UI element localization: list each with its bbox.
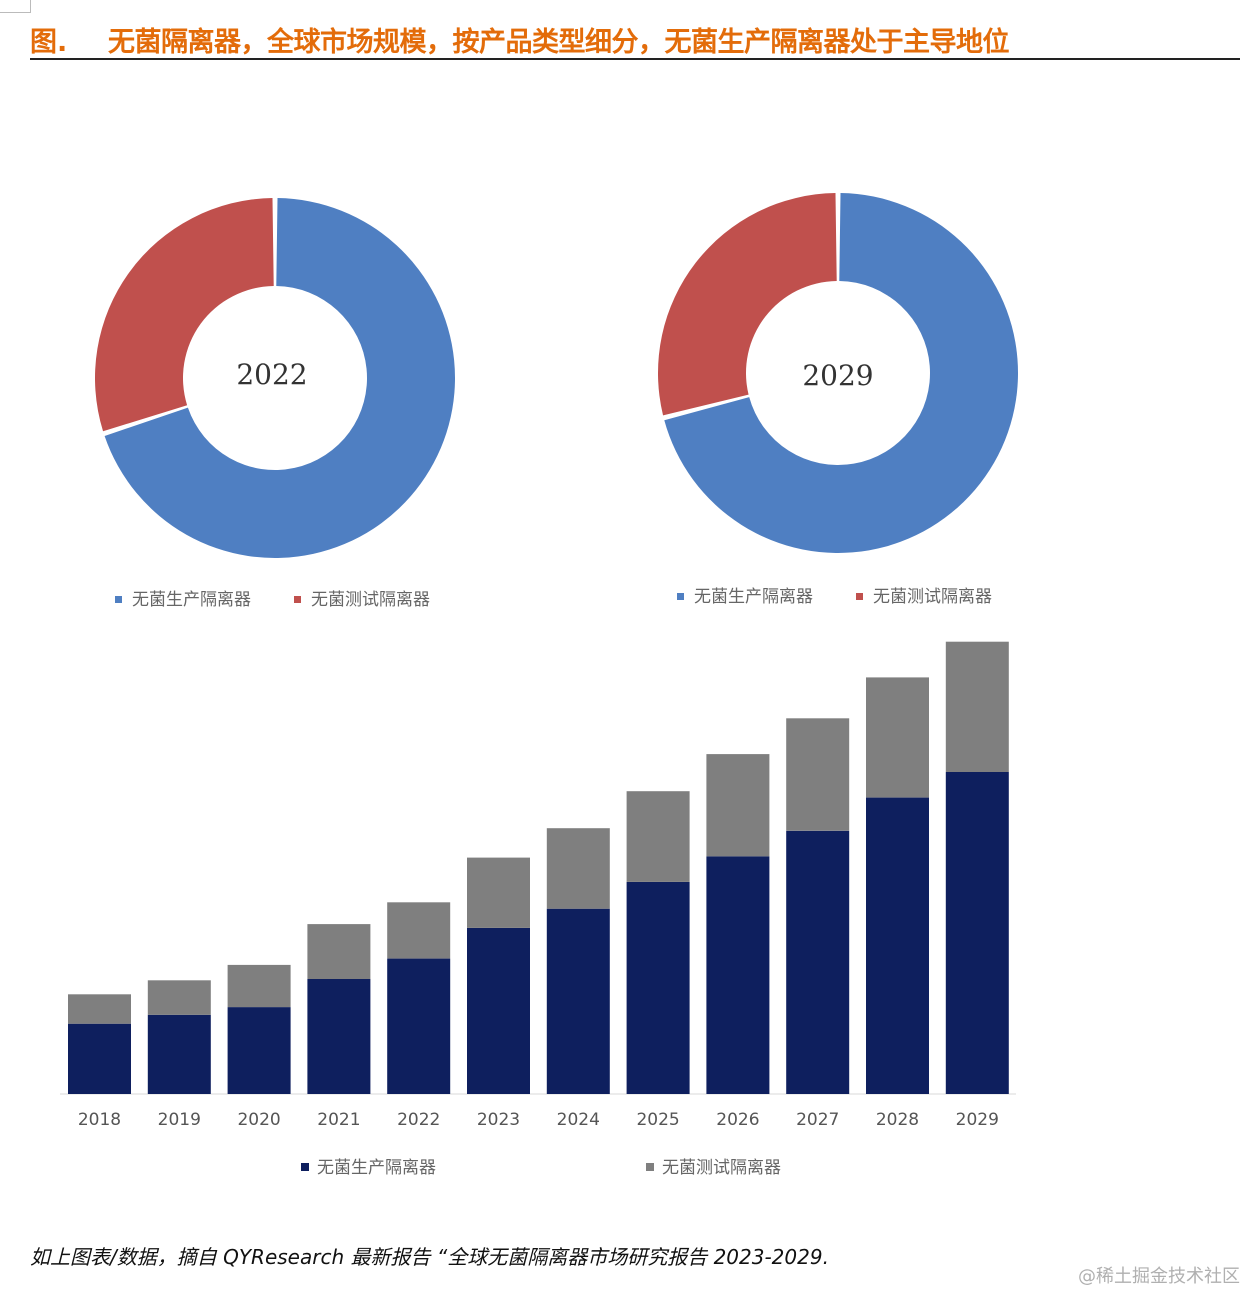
donut-legend-2022: 无菌生产隔离器 无菌测试隔离器 <box>115 590 430 610</box>
x-tick-label: 2019 <box>158 1110 201 1130</box>
donut-slice-production <box>664 193 1019 553</box>
figure-label: 图. <box>30 27 68 58</box>
legend-label-production: 无菌生产隔离器 <box>317 1158 436 1178</box>
x-tick-label: 2028 <box>876 1110 919 1130</box>
bar-2028-production <box>866 797 929 1094</box>
legend-swatch-production <box>301 1163 309 1171</box>
bar-2022-testing <box>387 902 451 959</box>
x-tick-label: 2023 <box>477 1110 520 1130</box>
bar-2025-production <box>626 881 690 1094</box>
bar-2024-testing <box>546 828 610 909</box>
watermark: @稀土掘金技术社区 <box>1078 1266 1240 1287</box>
legend-swatch-testing <box>646 1163 654 1171</box>
bar-2028-testing <box>866 677 929 798</box>
bar-2024-production <box>546 908 610 1094</box>
bar-2022-production <box>387 958 451 1094</box>
bar-2021-production <box>307 979 371 1094</box>
legend-swatch-testing <box>856 593 863 600</box>
bar-legend: 无菌生产隔离器 无菌测试隔离器 <box>301 1158 781 1178</box>
page-corner-mark <box>0 0 31 13</box>
donut-chart-2029: 2029 <box>658 193 1019 553</box>
donut-slice-production <box>104 198 456 558</box>
bar-2020-testing <box>227 964 291 1008</box>
bar-2027-production <box>786 830 850 1094</box>
bar-2020-production <box>227 1007 291 1094</box>
bar-2018-testing <box>68 994 131 1024</box>
bar-2019-testing <box>147 980 211 1015</box>
bar-2029-testing <box>945 641 1009 772</box>
bar-2023-testing <box>467 857 530 928</box>
bar-2025-testing <box>626 791 690 882</box>
bar-2018-production <box>68 1023 131 1094</box>
x-tick-label: 2021 <box>317 1110 360 1130</box>
x-tick-label: 2027 <box>796 1110 839 1130</box>
legend-label-testing: 无菌测试隔离器 <box>662 1158 781 1178</box>
stacked-bar-chart: 2018 2019 2020 2021 2022 2023 2024 2025 2026 2027… <box>60 641 1016 1130</box>
donut-center-label: 2029 <box>802 359 873 392</box>
x-tick-label: 2022 <box>397 1110 440 1130</box>
legend-label-testing: 无菌测试隔离器 <box>311 590 430 610</box>
legend-swatch-production <box>115 596 122 603</box>
source-note: 如上图表/数据，摘自 QYResearch 最新报告 “全球无菌隔离器市场研究报… <box>30 1245 829 1269</box>
figure-header: 图. 无菌隔离器，全球市场规模，按产品类型细分，无菌生产隔离器处于主导地位 <box>30 16 1240 60</box>
charts-canvas: 2022 无菌生产隔离器 无菌测试隔离器 2029 无菌生产隔离器 无菌测试隔离… <box>60 193 1019 1178</box>
legend-swatch-testing <box>294 596 301 603</box>
bar-2026-testing <box>706 754 770 857</box>
x-tick-label: 2029 <box>956 1110 999 1130</box>
figure-title: 无菌隔离器，全球市场规模，按产品类型细分，无菌生产隔离器处于主导地位 <box>108 27 1010 58</box>
bar-2029-production <box>945 772 1009 1094</box>
x-tick-label: 2024 <box>557 1110 600 1130</box>
bar-2026-production <box>706 856 770 1094</box>
x-tick-label: 2018 <box>78 1110 121 1130</box>
bar-2023-production <box>467 927 530 1094</box>
donut-slice-testing <box>658 193 837 416</box>
donut-slice-testing <box>95 198 274 432</box>
x-tick-label: 2020 <box>237 1110 280 1130</box>
x-tick-label: 2025 <box>636 1110 679 1130</box>
bar-2027-testing <box>786 718 850 831</box>
donut-center-label: 2022 <box>236 358 307 391</box>
legend-swatch-production <box>677 593 684 600</box>
x-tick-label: 2026 <box>716 1110 759 1130</box>
legend-label-production: 无菌生产隔离器 <box>132 590 251 610</box>
donut-chart-2022: 2022 <box>95 198 456 558</box>
donut-legend-2029: 无菌生产隔离器 无菌测试隔离器 <box>677 587 992 607</box>
bar-2019-production <box>147 1014 211 1094</box>
bar-2021-testing <box>307 924 371 979</box>
legend-label-testing: 无菌测试隔离器 <box>873 587 992 607</box>
legend-label-production: 无菌生产隔离器 <box>694 587 813 607</box>
